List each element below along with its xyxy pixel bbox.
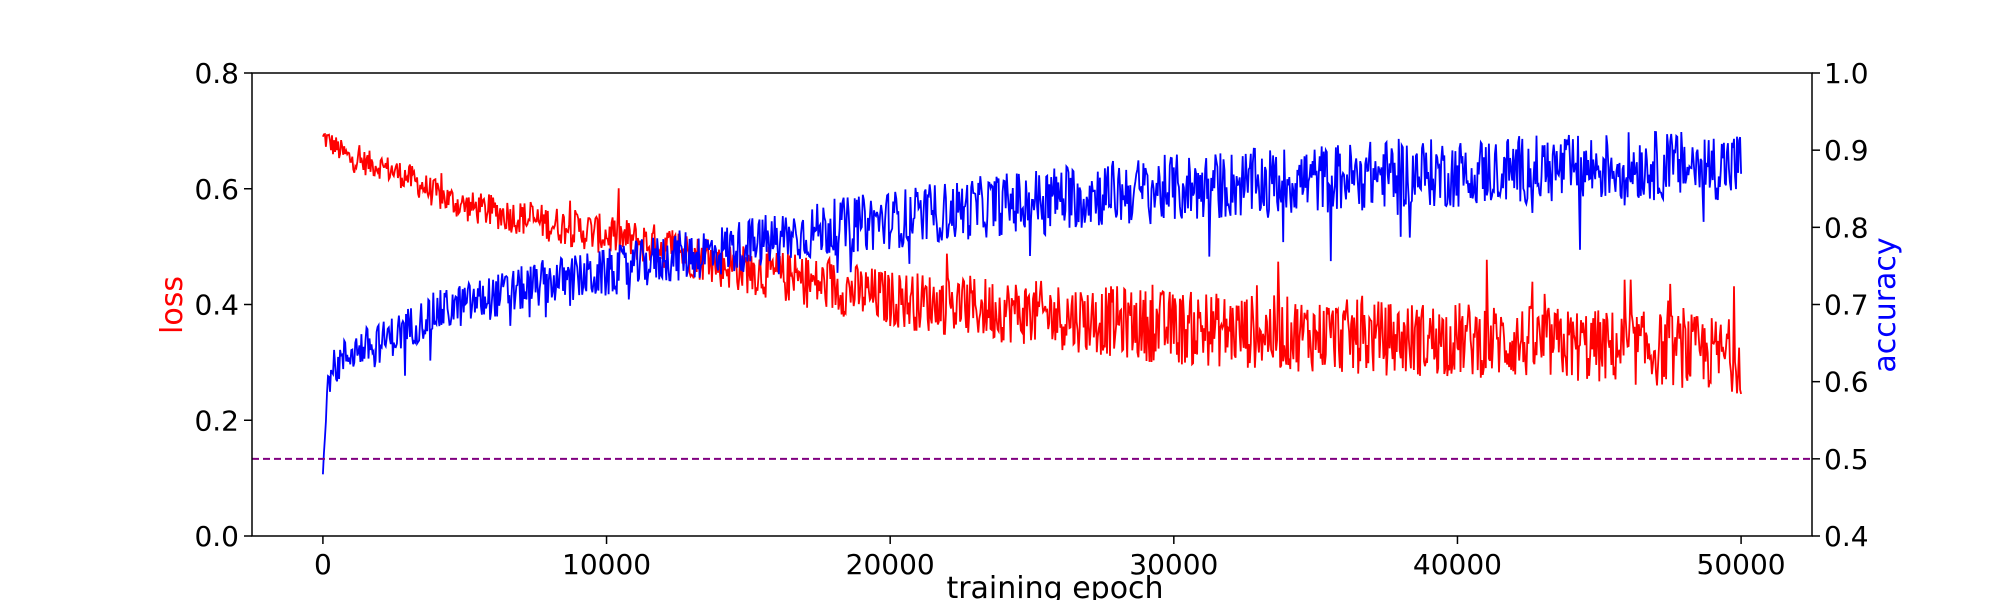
y-right-tick-label: 0.4 [1824,520,1869,553]
y-right-tick-label: 0.7 [1824,289,1869,322]
x-tick-label: 0 [314,548,332,581]
y-right-tick-label: 0.5 [1824,443,1869,476]
y-right-tick-label: 0.6 [1824,366,1869,399]
y-right-tick-label: 0.8 [1824,211,1869,244]
x-tick-label: 10000 [562,548,651,581]
y-left-tick-label: 0.2 [194,404,239,437]
y-right-tick-label: 1.0 [1824,57,1869,90]
y-right-tick-label: 0.9 [1824,134,1869,167]
x-tick-label: 50000 [1697,548,1786,581]
x-tick-label: 40000 [1413,548,1502,581]
x-axis-label: training epoch [946,571,1163,600]
y-left-tick-label: 0.6 [194,173,239,206]
x-tick-label: 30000 [1129,548,1218,581]
loss-series-line [322,132,1742,395]
accuracy-series-line [322,131,1742,475]
y-left-tick-label: 0.4 [194,289,239,322]
y-left-tick-label: 0.8 [194,57,239,90]
x-tick-label: 20000 [846,548,935,581]
y-left-tick-label: 0.0 [194,520,239,553]
y-axis-label-right: accuracy [1868,237,1903,372]
y-axis-label-left: loss [155,276,190,334]
